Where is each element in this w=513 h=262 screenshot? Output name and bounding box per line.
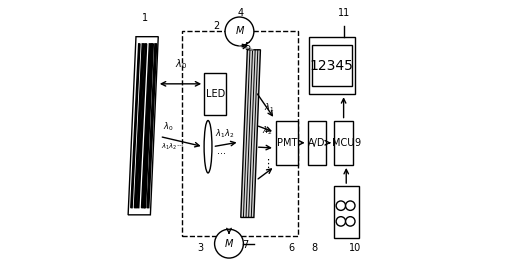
Bar — [309, 37, 355, 94]
Polygon shape — [241, 50, 261, 217]
Polygon shape — [144, 44, 153, 208]
Text: 7: 7 — [242, 240, 248, 250]
Circle shape — [214, 229, 243, 258]
Bar — [308, 121, 326, 165]
Polygon shape — [128, 37, 158, 215]
Bar — [276, 121, 299, 165]
Text: 4: 4 — [238, 8, 244, 18]
Circle shape — [336, 201, 346, 210]
Text: 3: 3 — [197, 243, 203, 253]
Text: 9: 9 — [354, 138, 361, 148]
Text: 10: 10 — [349, 243, 361, 253]
Text: $\lambda_2$: $\lambda_2$ — [262, 125, 273, 137]
Bar — [334, 186, 359, 238]
Text: 1: 1 — [142, 13, 148, 23]
Bar — [312, 45, 351, 86]
Text: $\lambda_0$: $\lambda_0$ — [175, 57, 187, 71]
Text: 6: 6 — [289, 243, 295, 253]
Text: LED: LED — [206, 89, 225, 99]
Text: 5: 5 — [244, 42, 250, 52]
Polygon shape — [131, 44, 140, 208]
Text: 11: 11 — [338, 8, 350, 18]
Text: 12345: 12345 — [310, 58, 354, 73]
Ellipse shape — [204, 121, 212, 173]
Text: $\lambda_1\lambda_2$···: $\lambda_1\lambda_2$··· — [161, 142, 184, 152]
Polygon shape — [134, 44, 145, 208]
Circle shape — [346, 217, 355, 226]
Text: $\lambda_0$: $\lambda_0$ — [164, 120, 174, 133]
Polygon shape — [142, 44, 152, 208]
Text: 2: 2 — [213, 21, 219, 31]
Circle shape — [225, 17, 254, 46]
Polygon shape — [147, 44, 156, 208]
Text: PMT: PMT — [277, 138, 298, 148]
Circle shape — [336, 217, 346, 226]
Bar — [182, 31, 299, 236]
Text: M: M — [225, 239, 233, 249]
Text: MCU: MCU — [332, 138, 355, 148]
Text: $\vdots$: $\vdots$ — [262, 157, 270, 170]
Bar — [334, 121, 353, 165]
Text: M: M — [235, 26, 244, 36]
Text: $\lambda_1\lambda_2$: $\lambda_1\lambda_2$ — [214, 127, 234, 140]
Text: 8: 8 — [311, 243, 317, 253]
Text: A/D: A/D — [308, 138, 326, 148]
Circle shape — [346, 201, 355, 210]
Text: ···: ··· — [217, 149, 226, 159]
Bar — [204, 73, 226, 115]
Polygon shape — [137, 44, 147, 208]
Text: $\lambda_1$: $\lambda_1$ — [264, 101, 274, 114]
